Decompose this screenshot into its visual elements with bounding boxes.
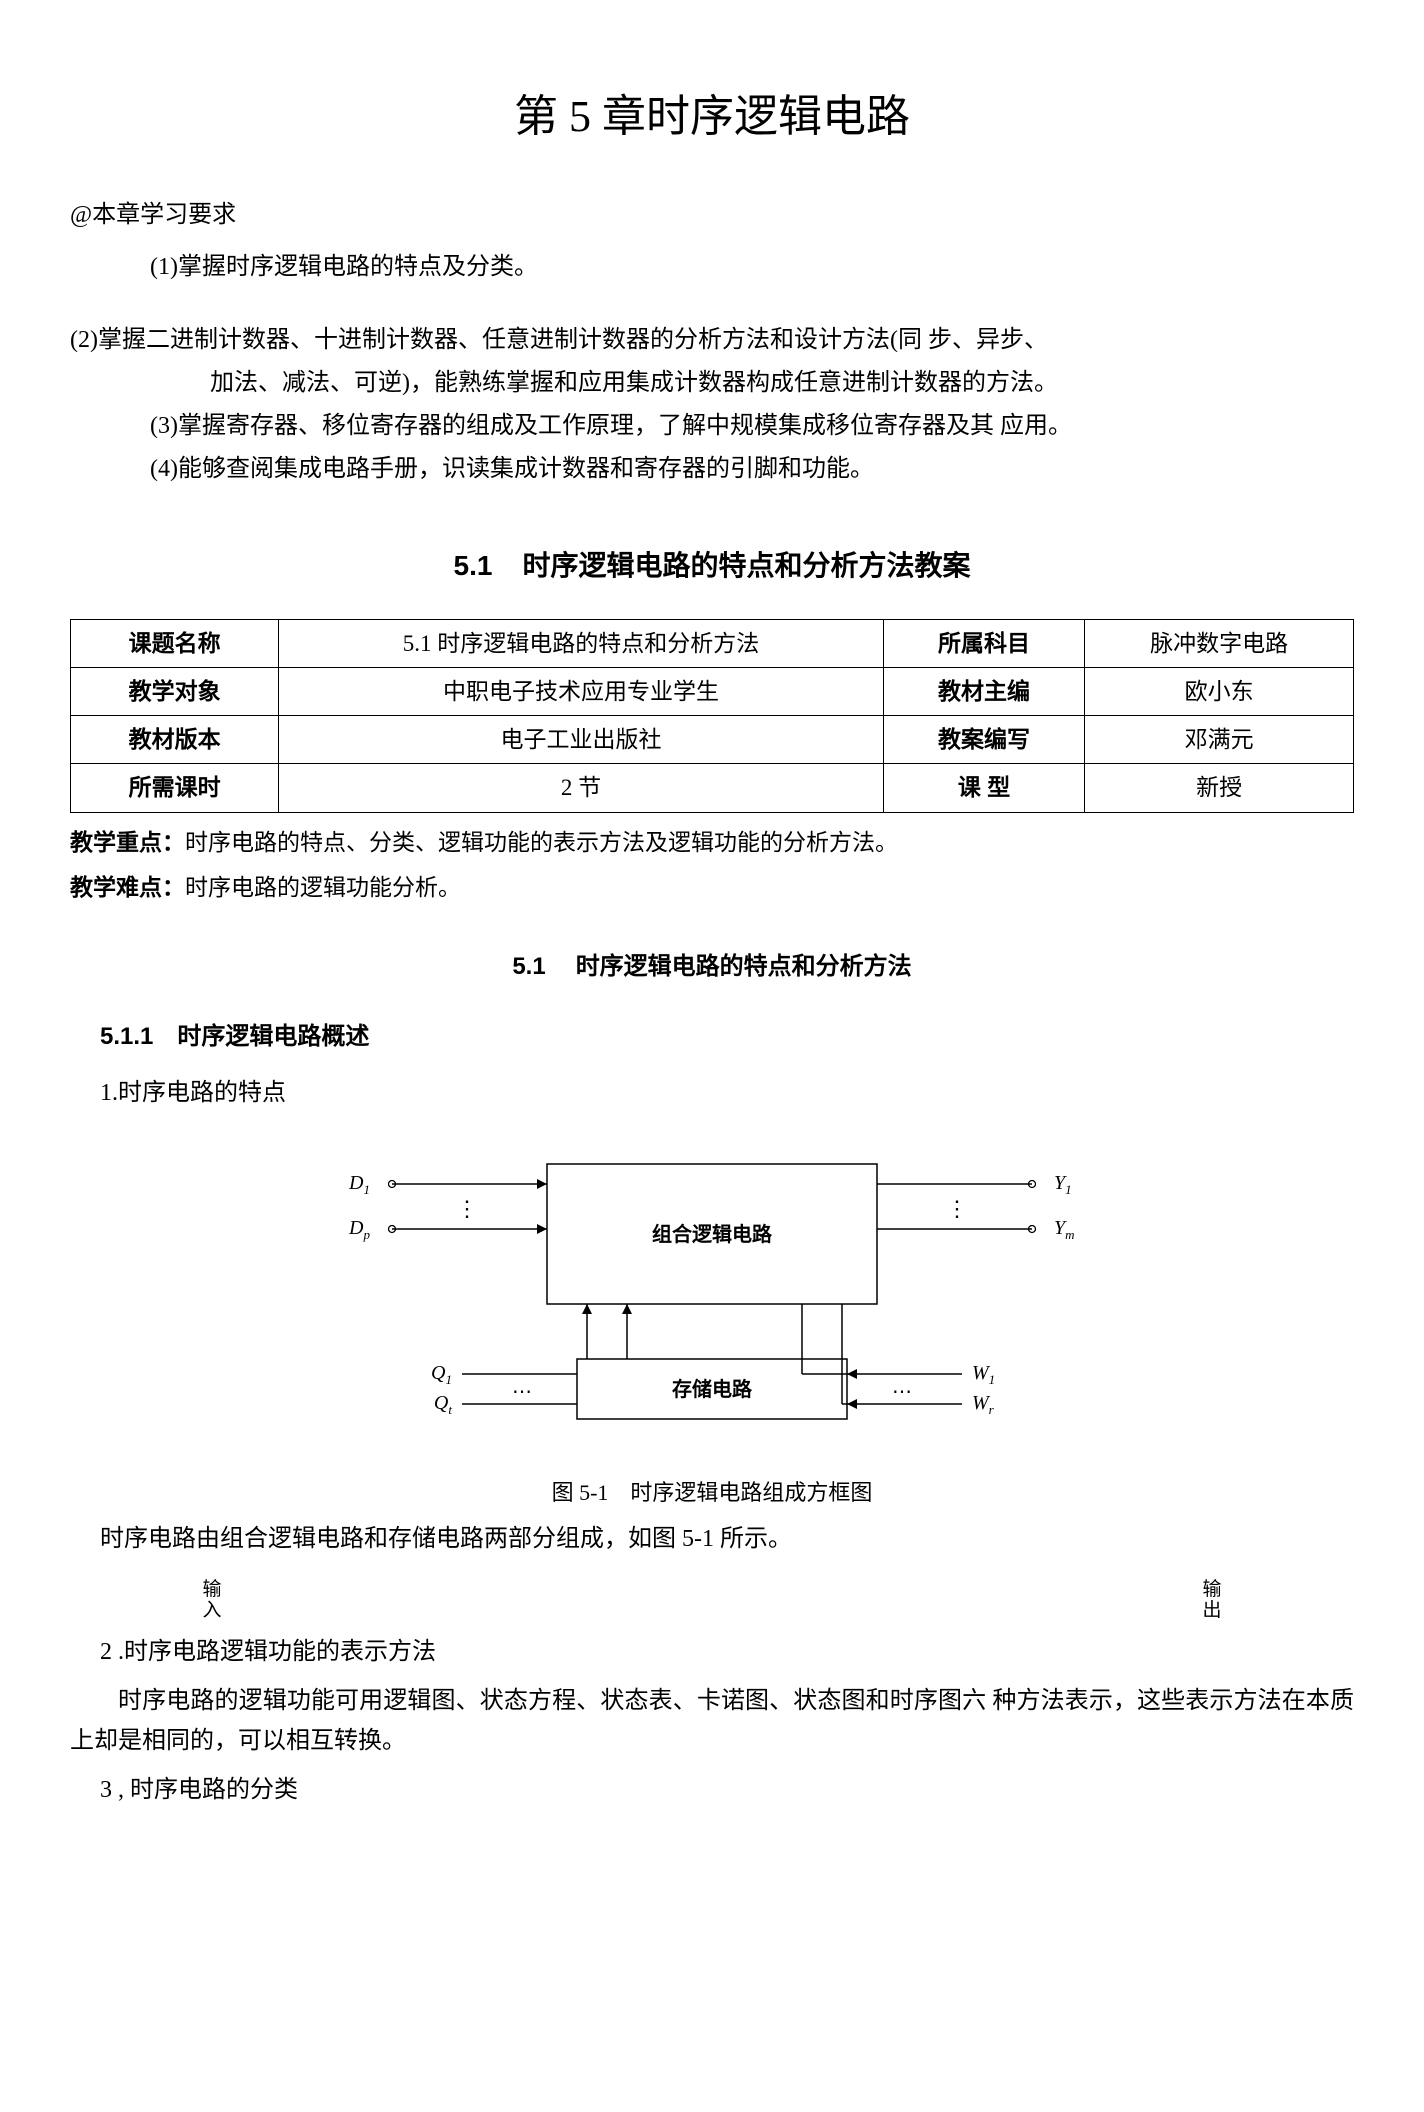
svg-text:Dp: Dp: [348, 1217, 370, 1242]
table-row: 教学对象中职电子技术应用专业学生教材主编欧小东: [71, 668, 1354, 716]
svg-text:Qt: Qt: [434, 1392, 452, 1417]
subsection-title: 5.1 时序逻辑电路的特点和分析方法: [70, 947, 1354, 988]
section-title: 5.1 时序逻辑电路的特点和分析方法教案: [70, 542, 1354, 590]
requirements-list: (1)掌握时序逻辑电路的特点及分类。: [70, 246, 1354, 289]
section-number: 5.1: [454, 550, 493, 581]
table-label: 教案编写: [883, 716, 1085, 764]
p2-text: 时序电路的逻辑功能可用逻辑图、状态方程、状态表、卡诺图、状态图和时序图六 种方法…: [70, 1681, 1354, 1763]
req-item-4: (4)能够查阅集成电路手册，识读集成计数器和寄存器的引脚和功能。: [150, 448, 1354, 491]
block-diagram: 组合逻辑电路 存储电路 D1 Dp ⋮ Y1 Ym ⋮ W1 Wr ⋯: [70, 1144, 1354, 1511]
p1: 1.时序电路的特点: [100, 1073, 1354, 1114]
info-table: 课题名称5.1 时序逻辑电路的特点和分析方法所属科目脉冲数字电路教学对象中职电子…: [70, 619, 1354, 812]
table-row: 所需课时2 节课 型新授: [71, 764, 1354, 812]
req-item-1: (1)掌握时序逻辑电路的特点及分类。: [150, 246, 1354, 289]
req-item-3: (3)掌握寄存器、移位寄存器的组成及工作原理，了解中规模集成移位寄存器及其 应用…: [150, 405, 1354, 448]
table-value: 欧小东: [1085, 668, 1354, 716]
req-item-2b: 加法、减法、可逆)，能熟练掌握和应用集成计数器构成任意进制计数器的方法。: [150, 362, 1354, 405]
svg-text:Q1: Q1: [431, 1362, 452, 1387]
table-value: 中职电子技术应用专业学生: [279, 668, 884, 716]
diagram-caption: 图 5-1 时序逻辑电路组成方框图: [70, 1474, 1354, 1511]
table-label: 课题名称: [71, 620, 279, 668]
svg-text:Wr: Wr: [972, 1392, 995, 1417]
svg-text:⋮: ⋮: [456, 1196, 478, 1221]
p2: 2 .时序电路逻辑功能的表示方法: [100, 1632, 1354, 1673]
table-label: 教材版本: [71, 716, 279, 764]
output-label: 输出: [1200, 1580, 1224, 1622]
subsection-number: 5.1: [512, 953, 545, 980]
svg-text:W1: W1: [972, 1362, 995, 1387]
after-diagram-text: 时序电路由组合逻辑电路和存储电路两部分组成，如图 5-1 所示。: [70, 1519, 1354, 1560]
difficulty-text: 时序电路的逻辑功能分析。: [185, 875, 461, 900]
subsection-title-text: 时序逻辑电路的特点和分析方法: [576, 953, 912, 980]
intro-marker: @本章学习要求: [70, 195, 1354, 236]
table-value: 脉冲数字电路: [1085, 620, 1354, 668]
table-label: 所需课时: [71, 764, 279, 812]
svg-text:⋮: ⋮: [946, 1196, 968, 1221]
req-item-2a: (2)掌握二进制计数器、十进制计数器、任意进制计数器的分析方法和设计方法(同 步…: [70, 319, 1354, 362]
svg-text:⋯: ⋯: [512, 1381, 532, 1403]
table-row: 课题名称5.1 时序逻辑电路的特点和分析方法所属科目脉冲数字电路: [71, 620, 1354, 668]
table-value: 电子工业出版社: [279, 716, 884, 764]
input-label: 输入: [200, 1580, 224, 1622]
focus-label: 教学重点：: [70, 829, 185, 855]
io-row: 输入 输出: [70, 1580, 1354, 1622]
table-label: 教材主编: [883, 668, 1085, 716]
difficulty-label: 教学难点：: [70, 874, 185, 900]
subsub-title: 5.1.1 时序逻辑电路概述: [100, 1017, 1354, 1058]
table-value: 邓满元: [1085, 716, 1354, 764]
svg-text:Y1: Y1: [1054, 1172, 1072, 1197]
svg-text:D1: D1: [348, 1172, 370, 1197]
table-value: 新授: [1085, 764, 1354, 812]
difficulty-line: 教学难点：时序电路的逻辑功能分析。: [70, 868, 1354, 907]
svg-text:Ym: Ym: [1054, 1217, 1075, 1242]
box2-label: 存储电路: [672, 1377, 753, 1401]
focus-text: 时序电路的特点、分类、逻辑功能的表示方法及逻辑功能的分析方法。: [185, 830, 898, 855]
section-title-text: 时序逻辑电路的特点和分析方法教案: [522, 550, 970, 581]
table-value: 2 节: [279, 764, 884, 812]
table-label: 教学对象: [71, 668, 279, 716]
focus-line: 教学重点：时序电路的特点、分类、逻辑功能的表示方法及逻辑功能的分析方法。: [70, 823, 1354, 862]
table-row: 教材版本电子工业出版社教案编写邓满元: [71, 716, 1354, 764]
chapter-title: 第 5 章时序逻辑电路: [70, 80, 1354, 155]
svg-text:⋯: ⋯: [892, 1381, 912, 1403]
table-label: 所属科目: [883, 620, 1085, 668]
p3: 3 , 时序电路的分类: [100, 1770, 1354, 1811]
box1-label: 组合逻辑电路: [652, 1222, 773, 1246]
table-label: 课 型: [883, 764, 1085, 812]
table-value: 5.1 时序逻辑电路的特点和分析方法: [279, 620, 884, 668]
